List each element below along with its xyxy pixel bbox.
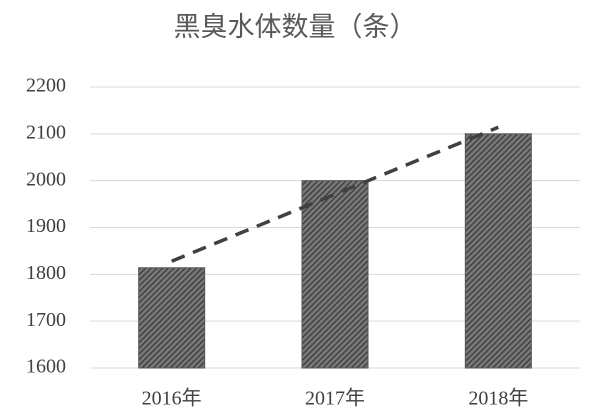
y-tick-label: 1900 <box>26 215 66 237</box>
y-tick-label: 2200 <box>26 75 66 97</box>
y-tick-label: 1800 <box>26 262 66 284</box>
bar <box>138 267 206 369</box>
y-tick-label: 1700 <box>26 309 66 331</box>
y-tick-label: 1600 <box>26 356 66 378</box>
y-tick-label: 2100 <box>26 121 66 143</box>
y-tick-label: 2000 <box>26 168 66 190</box>
trend-line <box>171 125 499 263</box>
bar <box>301 180 369 369</box>
bar <box>464 133 532 369</box>
x-tick-label: 2018年 <box>468 387 528 410</box>
x-tick-label: 2016年 <box>142 387 202 410</box>
x-tick-label: 2017年 <box>305 387 365 410</box>
chart-title: 黑臭水体数量（条） <box>174 12 417 42</box>
